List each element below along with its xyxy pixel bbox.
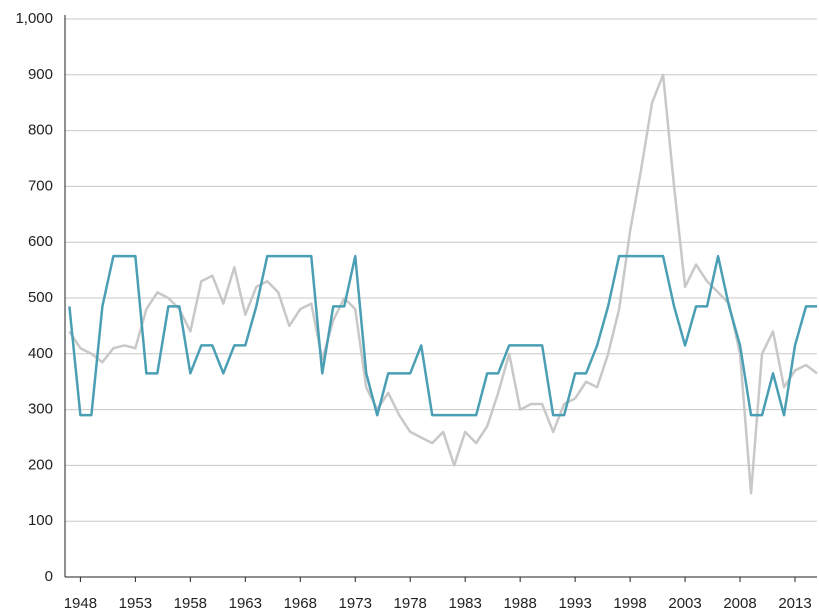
y-tick-label: 100 — [28, 512, 53, 529]
x-tick-label: 1958 — [174, 595, 207, 612]
y-tick-label: 200 — [28, 456, 53, 473]
y-tick-label: 700 — [28, 177, 53, 194]
x-tick-label: 1998 — [613, 595, 646, 612]
x-tick-label: 2013 — [778, 595, 811, 612]
y-tick-label: 0 — [45, 568, 53, 585]
x-tick-label: 1948 — [64, 595, 97, 612]
x-tick-label: 2003 — [668, 595, 701, 612]
y-tick-label: 1,000 — [15, 10, 53, 27]
x-tick-label: 2008 — [723, 595, 756, 612]
x-tick-label: 1953 — [119, 595, 152, 612]
y-tick-label: 900 — [28, 66, 53, 83]
line-series — [68, 73, 818, 495]
x-tick-label: 1968 — [284, 595, 317, 612]
x-tick-label: 1983 — [448, 595, 481, 612]
line-series — [68, 254, 817, 417]
y-tick-label: 500 — [28, 289, 53, 306]
y-tick-label: 300 — [28, 401, 53, 418]
x-tick-label: 1973 — [339, 595, 372, 612]
x-tick-label: 1993 — [558, 595, 591, 612]
y-tick-label: 400 — [28, 345, 53, 362]
x-tick-label: 1978 — [394, 595, 427, 612]
y-tick-label: 800 — [28, 122, 53, 139]
x-tick-label: 1963 — [229, 595, 262, 612]
y-tick-label: 600 — [28, 233, 53, 250]
x-tick-label: 1988 — [503, 595, 536, 612]
